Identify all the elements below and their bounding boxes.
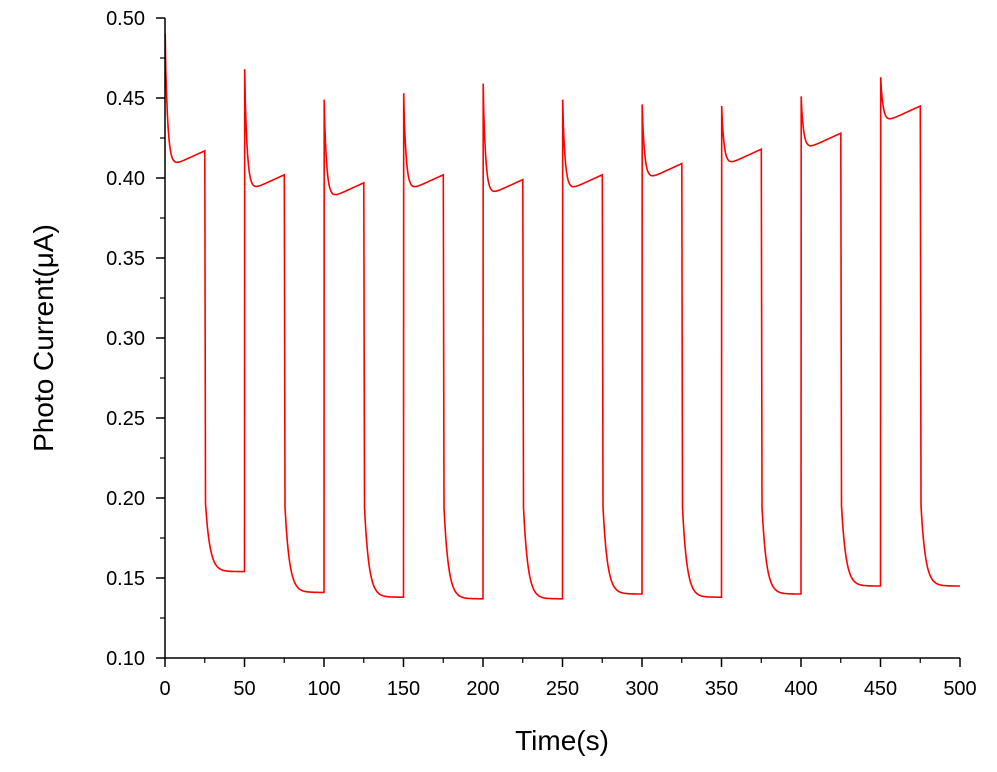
tick-labels: 0 50 100 150 200 250 300 350 400 450 500 0.10 0.15 0.… — [106, 8, 977, 700]
y-tick-label: 0.35 — [106, 248, 145, 270]
x-tick-label: 100 — [307, 678, 340, 700]
x-tick-label: 200 — [466, 678, 499, 700]
axes — [156, 17, 961, 667]
x-tick-label: 500 — [943, 678, 976, 700]
y-tick-label: 0.25 — [106, 408, 145, 430]
y-tick-label: 0.30 — [106, 328, 145, 350]
x-tick-label: 450 — [864, 678, 897, 700]
photocurrent-series-line — [164, 33, 960, 600]
x-tick-label: 250 — [546, 678, 579, 700]
y-tick-label: 0.40 — [106, 168, 145, 190]
x-tick-label: 0 — [159, 678, 170, 700]
x-tick-label: 350 — [705, 678, 738, 700]
y-tick-label: 0.50 — [106, 8, 145, 30]
y-tick-label: 0.45 — [106, 88, 145, 110]
y-axis-title: Photo Current(μA) — [28, 224, 59, 452]
x-tick-label: 50 — [233, 678, 255, 700]
y-tick-label: 0.20 — [106, 488, 145, 510]
x-tick-label: 150 — [387, 678, 420, 700]
y-tick-label: 0.15 — [106, 568, 145, 590]
plot-area — [164, 33, 960, 600]
x-tick-label: 300 — [625, 678, 658, 700]
y-tick-label: 0.10 — [106, 648, 145, 670]
x-tick-label: 400 — [784, 678, 817, 700]
x-axis-title: Time(s) — [515, 725, 609, 756]
